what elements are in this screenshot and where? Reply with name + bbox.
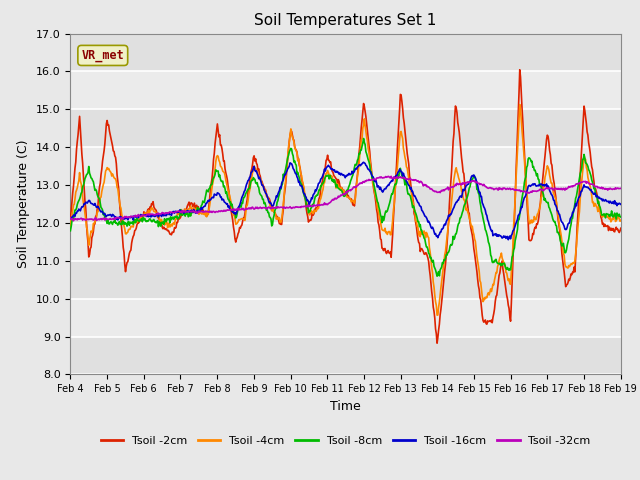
X-axis label: Time: Time	[330, 400, 361, 413]
Bar	[70, 72, 621, 109]
Bar	[70, 185, 621, 223]
Bar	[70, 147, 621, 185]
Bar	[70, 223, 621, 261]
Bar	[70, 109, 621, 147]
Text: VR_met: VR_met	[81, 49, 124, 62]
Bar	[70, 261, 621, 299]
Title: Soil Temperatures Set 1: Soil Temperatures Set 1	[255, 13, 436, 28]
Bar	[70, 34, 621, 72]
Bar	[70, 336, 621, 374]
Y-axis label: Soil Temperature (C): Soil Temperature (C)	[17, 140, 30, 268]
Legend: Tsoil -2cm, Tsoil -4cm, Tsoil -8cm, Tsoil -16cm, Tsoil -32cm: Tsoil -2cm, Tsoil -4cm, Tsoil -8cm, Tsoi…	[96, 431, 595, 450]
Bar	[70, 299, 621, 336]
